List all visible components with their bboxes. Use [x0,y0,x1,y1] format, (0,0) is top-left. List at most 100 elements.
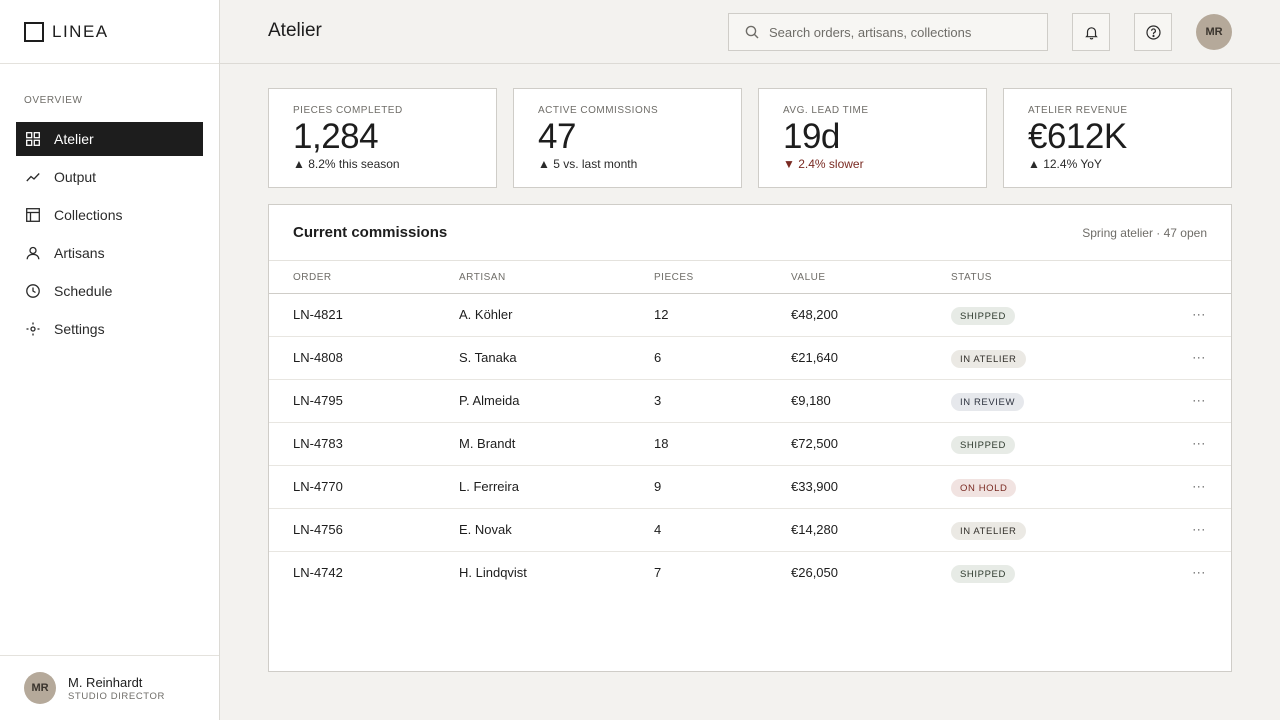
value-cell: €33,900 [791,479,838,494]
user-name: M. Reinhardt [68,674,143,690]
sidebar-item-label: Settings [54,321,105,337]
layout-icon [26,208,40,222]
table-header: Current commissions Spring atelier · 47 … [269,205,1231,261]
notifications-button[interactable] [1072,13,1110,51]
kpi-label: PIECES COMPLETED [293,105,403,116]
pieces-cell: 9 [654,479,662,494]
table-title: Current commissions [293,224,448,241]
order-cell: LN-4756 [293,522,343,537]
clock-icon [26,284,40,298]
header-avatar[interactable]: MR [1196,14,1232,50]
search-box[interactable] [728,13,1048,51]
table-row[interactable]: LN-4795 P. Almeida 3 €9,180 IN REVIEW ··· [269,380,1231,423]
order-cell: LN-4808 [293,350,343,365]
more-actions-icon[interactable]: ··· [1192,436,1206,450]
sidebar-item-label: Schedule [54,283,113,299]
table-meta: Spring atelier · 47 open [1082,226,1207,240]
sidebar-nav: Atelier Output Collections [16,122,203,350]
user-profile[interactable]: MR M. Reinhardt STUDIO DIRECTOR [0,655,219,720]
order-cell: LN-4742 [293,565,343,580]
avatar: MR [24,672,56,704]
kpi-value: 1,284 [293,117,379,156]
pieces-cell: 7 [654,565,662,580]
sidebar-item-label: Atelier [54,131,94,147]
sidebar-item-schedule[interactable]: Schedule [16,274,203,308]
more-actions-icon[interactable]: ··· [1192,522,1206,536]
column-header-artisan[interactable]: ARTISAN [459,272,506,283]
artisan-cell: H. Lindqvist [459,565,527,580]
column-header-status[interactable]: STATUS [951,272,992,283]
table-row[interactable]: LN-4821 A. Köhler 12 €48,200 SHIPPED ··· [269,294,1231,337]
order-cell: LN-4783 [293,436,343,451]
artisan-cell: P. Almeida [459,393,520,408]
sidebar-item-collections[interactable]: Collections [16,198,203,232]
kpi-delta: ▲ 8.2% this season [293,157,400,171]
kpi-value: €612K [1028,117,1127,156]
help-button[interactable] [1134,13,1172,51]
status-badge: SHIPPED [951,307,1015,325]
sidebar-item-label: Artisans [54,245,105,261]
bell-icon [1084,26,1098,39]
kpi-label: ATELIER REVENUE [1028,105,1128,116]
search-input[interactable] [769,24,1039,40]
kpi-card-pieces: PIECES COMPLETED 1,284 ▲ 8.2% this seaso… [268,88,497,188]
kpi-label: ACTIVE COMMISSIONS [538,105,659,116]
sidebar-item-settings[interactable]: Settings [16,312,203,346]
status-badge: IN ATELIER [951,350,1026,368]
column-header-order[interactable]: ORDER [293,272,332,283]
kpi-delta: ▲ 12.4% YoY [1028,157,1102,171]
table-row[interactable]: LN-4808 S. Tanaka 6 €21,640 IN ATELIER ··· [269,337,1231,380]
nav-section-label: OVERVIEW [24,95,83,106]
value-cell: €14,280 [791,522,838,537]
more-actions-icon[interactable]: ··· [1192,393,1206,407]
more-actions-icon[interactable]: ··· [1192,479,1206,493]
logo-square-icon [24,21,44,42]
search-icon [745,25,759,39]
sidebar-item-output[interactable]: Output [16,160,203,194]
brand[interactable]: LINEA [0,0,219,64]
table-row[interactable]: LN-4742 H. Lindqvist 7 €26,050 SHIPPED ··· [269,552,1231,595]
sidebar-item-label: Output [54,169,97,185]
kpi-delta: ▲ 5 vs. last month [538,157,638,171]
column-header-value[interactable]: VALUE [791,272,826,283]
user-role: STUDIO DIRECTOR [68,690,165,702]
more-actions-icon[interactable]: ··· [1192,307,1206,321]
sidebar-item-label: Collections [54,207,123,223]
pieces-cell: 4 [654,522,662,537]
pieces-cell: 3 [654,393,662,408]
order-cell: LN-4795 [293,393,343,408]
column-header-pieces[interactable]: PIECES [654,272,694,283]
page-title: Atelier [268,20,322,41]
table-row[interactable]: LN-4756 E. Novak 4 €14,280 IN ATELIER ··· [269,509,1231,552]
kpi-card-revenue: ATELIER REVENUE €612K ▲ 12.4% YoY [1003,88,1232,188]
kpi-value: 19d [783,117,840,156]
user-info: M. Reinhardt STUDIO DIRECTOR [68,675,165,702]
sidebar-item-atelier[interactable]: Atelier [16,122,203,156]
grid-icon [26,132,40,146]
column-headers: ORDER ARTISAN PIECES VALUE STATUS [269,261,1231,294]
kpi-value: 47 [538,117,576,156]
value-cell: €48,200 [791,307,838,322]
more-actions-icon[interactable]: ··· [1192,350,1206,364]
gear-icon [26,322,40,336]
artisan-cell: S. Tanaka [459,350,517,365]
status-badge: ON HOLD [951,479,1017,497]
table-row[interactable]: LN-4783 M. Brandt 18 €72,500 SHIPPED ··· [269,423,1231,466]
kpi-card-commissions: ACTIVE COMMISSIONS 47 ▲ 5 vs. last month [513,88,742,188]
user-icon [26,246,40,260]
artisan-cell: A. Köhler [459,307,513,322]
status-badge: SHIPPED [951,436,1015,454]
value-cell: €9,180 [791,393,831,408]
commissions-table: Current commissions Spring atelier · 47 … [268,204,1232,672]
more-actions-icon[interactable]: ··· [1192,565,1206,579]
status-badge: IN REVIEW [951,393,1025,411]
order-cell: LN-4770 [293,479,343,494]
trend-icon [26,170,40,184]
value-cell: €21,640 [791,350,838,365]
sidebar-item-artisans[interactable]: Artisans [16,236,203,270]
value-cell: €26,050 [791,565,838,580]
artisan-cell: M. Brandt [459,436,516,451]
header: Atelier MR [220,0,1280,64]
table-row[interactable]: LN-4770 L. Ferreira 9 €33,900 ON HOLD ··· [269,466,1231,509]
value-cell: €72,500 [791,436,838,451]
